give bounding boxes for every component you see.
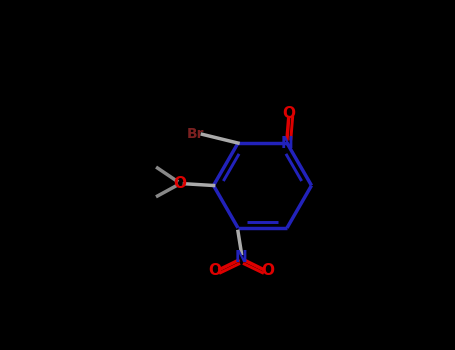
Text: O: O — [209, 264, 222, 279]
Text: O: O — [282, 106, 295, 121]
Text: N: N — [235, 250, 248, 265]
Text: Br: Br — [187, 127, 205, 141]
Text: O: O — [261, 264, 274, 279]
Text: O: O — [174, 176, 187, 191]
Text: N: N — [281, 135, 293, 150]
